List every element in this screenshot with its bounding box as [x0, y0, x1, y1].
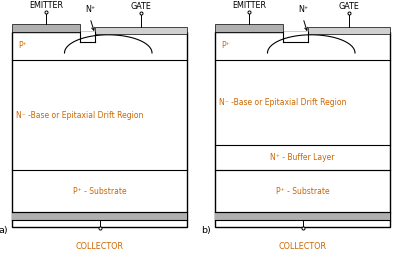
Bar [80, 32, 95, 42]
Text: b): b) [201, 225, 211, 235]
Text: COLLECTOR: COLLECTOR [279, 242, 326, 251]
Text: P⁺ - Substrate: P⁺ - Substrate [72, 187, 126, 195]
Bar [12, 24, 80, 32]
Bar [12, 32, 187, 227]
Text: P⁺: P⁺ [18, 41, 27, 51]
Text: N⁺ - Buffer Layer: N⁺ - Buffer Layer [270, 153, 335, 162]
Text: COLLECTOR: COLLECTOR [75, 242, 124, 251]
Bar [215, 32, 390, 227]
Bar [215, 24, 283, 32]
Bar [308, 27, 390, 34]
Text: GATE: GATE [130, 2, 151, 11]
Text: EMITTER: EMITTER [29, 1, 63, 10]
Bar [95, 27, 187, 34]
Text: EMITTER: EMITTER [232, 1, 266, 10]
Bar [215, 212, 390, 220]
Text: P⁺ - Substrate: P⁺ - Substrate [276, 187, 329, 195]
Bar [12, 212, 187, 220]
Text: N⁺: N⁺ [85, 5, 95, 14]
Text: P⁺: P⁺ [221, 41, 230, 51]
Text: GATE: GATE [339, 2, 360, 11]
Text: N⁺: N⁺ [298, 5, 308, 14]
Text: a): a) [0, 225, 8, 235]
Text: N⁻ -Base or Epitaxial Drift Region: N⁻ -Base or Epitaxial Drift Region [219, 98, 346, 107]
Text: N⁻ -Base or Epitaxial Drift Region: N⁻ -Base or Epitaxial Drift Region [16, 110, 143, 120]
Bar [283, 32, 308, 42]
